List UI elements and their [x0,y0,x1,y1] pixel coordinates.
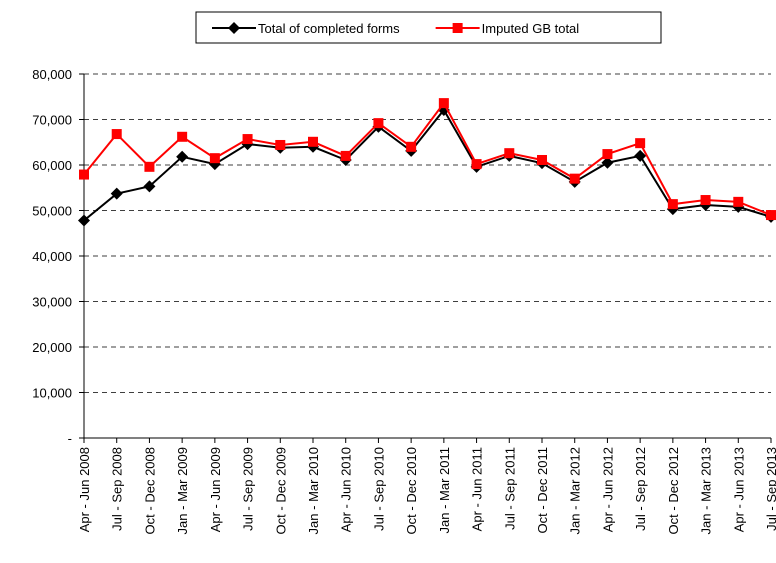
legend-label: Imputed GB total [482,21,580,36]
y-tick-label: 50,000 [32,204,72,219]
point [504,148,515,159]
y-tick-label: 40,000 [32,249,72,264]
point [275,139,286,150]
y-tick-label: 80,000 [32,67,72,82]
point [176,150,189,163]
x-tick-label: Jan - Mar 2010 [306,447,321,534]
x-tick-label: Oct - Dec 2010 [404,447,419,534]
point [438,98,449,109]
x-tick-label: Jul - Sep 2012 [633,447,648,531]
legend-box [195,11,662,44]
point [733,196,744,207]
point [601,156,614,169]
x-tick-label: Apr - Jun 2013 [731,447,746,532]
x-tick-label: Jan - Mar 2012 [568,447,583,534]
point [569,173,580,184]
point [177,131,188,142]
point [143,180,156,193]
y-tick-label: 60,000 [32,158,72,173]
point [766,210,776,221]
x-tick-label: Oct - Dec 2012 [666,447,681,534]
point [602,149,613,160]
point [634,149,647,162]
point [79,169,89,180]
x-tick-label: Oct - Dec 2009 [273,447,288,534]
x-tick-label: Jul - Sep 2008 [110,447,125,531]
x-tick-label: Jul - Sep 2011 [502,447,517,530]
x-tick-label: Apr - Jun 2008 [77,447,92,532]
point [700,195,711,206]
legend: Total of completed forms Imputed GB total [195,11,662,44]
point [635,138,646,149]
legend-marker [228,22,240,34]
point [111,129,122,140]
point [110,187,123,200]
x-tick-label: Apr - Jun 2009 [208,447,223,532]
legend-marker [452,23,463,33]
x-tick-label: Jul - Sep 2013 [764,447,776,531]
point [667,199,678,210]
y-tick-label: 20,000 [32,340,72,355]
point [471,159,482,170]
x-tick-label: Apr - Jun 2012 [600,447,615,532]
y-tick-label: - [68,431,72,446]
point [209,153,220,164]
y-tick-label: 10,000 [32,386,72,401]
point [373,118,384,129]
point [537,154,547,165]
x-tick-label: Jan - Mar 2013 [699,447,714,534]
x-tick-label: Apr - Jun 2010 [339,447,354,532]
x-tick-label: Oct - Dec 2008 [142,447,157,534]
x-tick-label: Jul - Sep 2010 [371,447,386,531]
x-tick-label: Jul - Sep 2009 [241,447,256,531]
x-tick-label: Jan - Mar 2009 [175,447,190,534]
point [406,141,417,152]
y-tick-label: 30,000 [32,295,72,310]
point [308,136,318,147]
point [242,134,253,145]
series-line [83,108,772,222]
y-tick-label: 70,000 [32,113,72,128]
series-line [83,101,772,216]
legend-label: Total of completed forms [258,21,400,36]
x-tick-label: Oct - Dec 2011 [535,447,550,533]
point [340,150,351,161]
point [144,161,155,172]
point [78,214,90,227]
x-tick-label: Apr - Jun 2011 [470,447,485,531]
x-tick-label: Jan - Mar 2011 [437,447,452,533]
